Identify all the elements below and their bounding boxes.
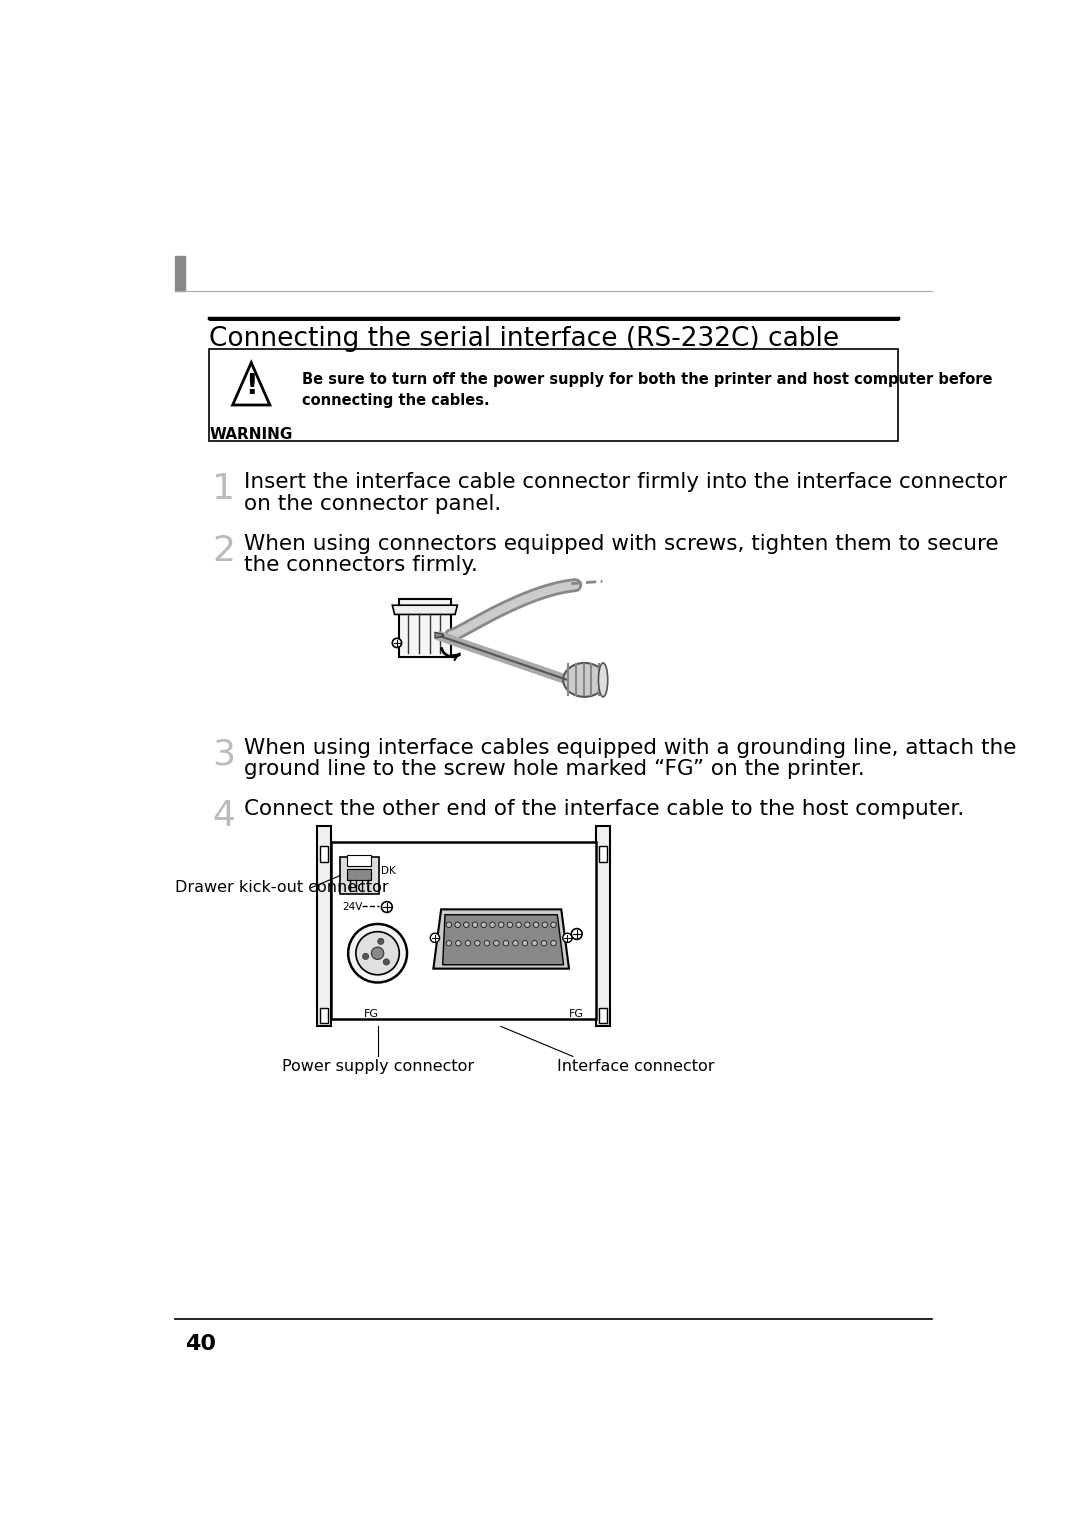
Circle shape [494, 941, 499, 945]
Text: When using interface cables equipped with a grounding line, attach the: When using interface cables equipped wit… [243, 738, 1016, 757]
Bar [321, 846, 328, 861]
Text: WARNING: WARNING [210, 428, 293, 443]
Ellipse shape [563, 663, 606, 696]
Bar [175, 257, 185, 292]
Circle shape [513, 941, 518, 945]
Text: the connectors firmly.: the connectors firmly. [243, 556, 477, 576]
Bar [399, 599, 451, 657]
Bar [340, 857, 379, 893]
Text: 3: 3 [213, 738, 235, 771]
Polygon shape [435, 632, 444, 638]
Circle shape [372, 947, 383, 959]
Text: 1: 1 [213, 472, 235, 505]
Text: Connect the other end of the interface cable to the host computer.: Connect the other end of the interface c… [243, 799, 963, 820]
Bar [321, 1008, 328, 1023]
Circle shape [456, 941, 461, 945]
Circle shape [481, 922, 486, 927]
Circle shape [430, 933, 440, 942]
Circle shape [542, 922, 548, 927]
Circle shape [525, 922, 530, 927]
Circle shape [472, 922, 477, 927]
Bar [347, 855, 372, 866]
Circle shape [499, 922, 504, 927]
Text: Power supply connector: Power supply connector [282, 1058, 474, 1073]
Text: FG: FG [364, 1009, 379, 1020]
Circle shape [381, 901, 392, 913]
Text: connecting the cables.: connecting the cables. [301, 394, 489, 408]
Polygon shape [392, 605, 458, 614]
Circle shape [563, 933, 572, 942]
Circle shape [503, 941, 509, 945]
Circle shape [356, 931, 400, 974]
Text: Drawer kick-out connector: Drawer kick-out connector [175, 880, 389, 895]
Text: FG: FG [569, 1009, 584, 1020]
Text: ground line to the screw hole marked “FG” on the printer.: ground line to the screw hole marked “FG… [243, 759, 864, 779]
Circle shape [475, 941, 481, 945]
Bar [318, 826, 332, 1026]
Text: Insert the interface cable connector firmly into the interface connector: Insert the interface cable connector fir… [243, 472, 1007, 492]
Polygon shape [433, 910, 569, 968]
Circle shape [534, 922, 539, 927]
Circle shape [523, 941, 528, 945]
Circle shape [541, 941, 546, 945]
Circle shape [508, 922, 513, 927]
Text: Be sure to turn off the power supply for both the printer and host computer befo: Be sure to turn off the power supply for… [301, 373, 993, 386]
Circle shape [378, 938, 383, 944]
Circle shape [463, 922, 469, 927]
Bar [208, 348, 899, 441]
Circle shape [363, 953, 368, 959]
Text: !: ! [245, 373, 257, 400]
Polygon shape [443, 915, 564, 965]
Text: 40: 40 [186, 1335, 216, 1354]
Circle shape [551, 941, 556, 945]
Bar [347, 869, 372, 880]
Text: on the connector panel.: on the connector panel. [243, 493, 501, 513]
Bar [599, 1008, 607, 1023]
Circle shape [446, 941, 451, 945]
Text: DK: DK [381, 866, 396, 876]
Circle shape [455, 922, 460, 927]
Circle shape [348, 924, 407, 982]
Bar [596, 826, 610, 1026]
Circle shape [571, 928, 582, 939]
Circle shape [531, 941, 537, 945]
Circle shape [446, 922, 451, 927]
Text: Connecting the serial interface (RS-232C) cable: Connecting the serial interface (RS-232C… [208, 325, 839, 351]
Bar [332, 841, 596, 1019]
Circle shape [383, 959, 390, 965]
Bar [599, 846, 607, 861]
Circle shape [484, 941, 489, 945]
Text: Interface connector: Interface connector [557, 1058, 715, 1073]
Text: 2: 2 [213, 533, 235, 568]
Text: 24V: 24V [342, 901, 362, 912]
Circle shape [392, 638, 402, 647]
Circle shape [489, 922, 496, 927]
Circle shape [465, 941, 471, 945]
Circle shape [516, 922, 522, 927]
Circle shape [551, 922, 556, 927]
Text: When using connectors equipped with screws, tighten them to secure: When using connectors equipped with scre… [243, 533, 998, 554]
Ellipse shape [598, 663, 608, 696]
Text: 4: 4 [213, 799, 235, 834]
